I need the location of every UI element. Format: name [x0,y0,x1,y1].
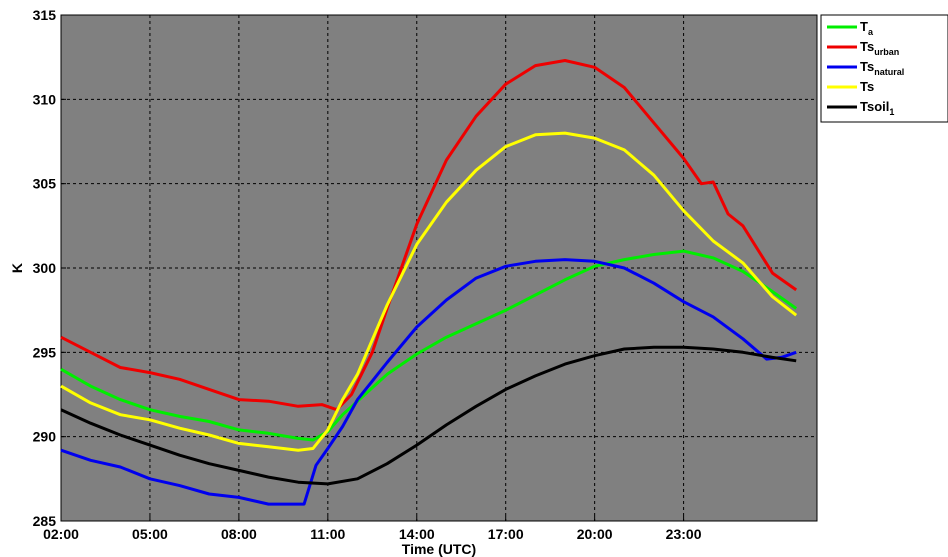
x-tick-label: 05:00 [132,526,168,542]
y-tick-label: 290 [33,429,57,445]
x-tick-label: 14:00 [399,526,435,542]
x-tick-label: 08:00 [221,526,257,542]
x-tick-label: 20:00 [577,526,613,542]
legend-label-ts: Ts [860,79,874,94]
series-line-ts-urban [60,59,798,412]
x-axis: 02:00 05:00 08:00 11:00 14:00 17:00 20:00 23:00 [43,516,702,542]
grid [61,15,817,521]
x-tick-label: 11:00 [310,526,345,542]
y-tick-label: 285 [33,513,57,529]
x-axis-label: Time (UTC) [402,541,476,557]
y-axis-label: K [9,263,25,273]
series-line-ts [60,131,798,452]
series-line-tsoil-1 [60,345,797,486]
y-tick-label: 315 [33,7,57,23]
y-tick-label: 305 [33,176,57,192]
y-tick-label: 295 [33,344,57,360]
series-group [60,59,798,506]
y-tick-label: 310 [33,91,57,107]
x-tick-label: 02:00 [43,526,79,542]
series-line-t-a [60,249,798,442]
x-tick-label: 23:00 [666,526,702,542]
legend-label-tsoil-1: Tsoil1 [860,99,894,117]
series-line-ts-natural [60,258,797,506]
x-tick-label: 17:00 [488,526,524,542]
y-axis: 285 290 295 300 305 310 315 [33,7,66,529]
y-tick-label: 300 [33,260,57,276]
